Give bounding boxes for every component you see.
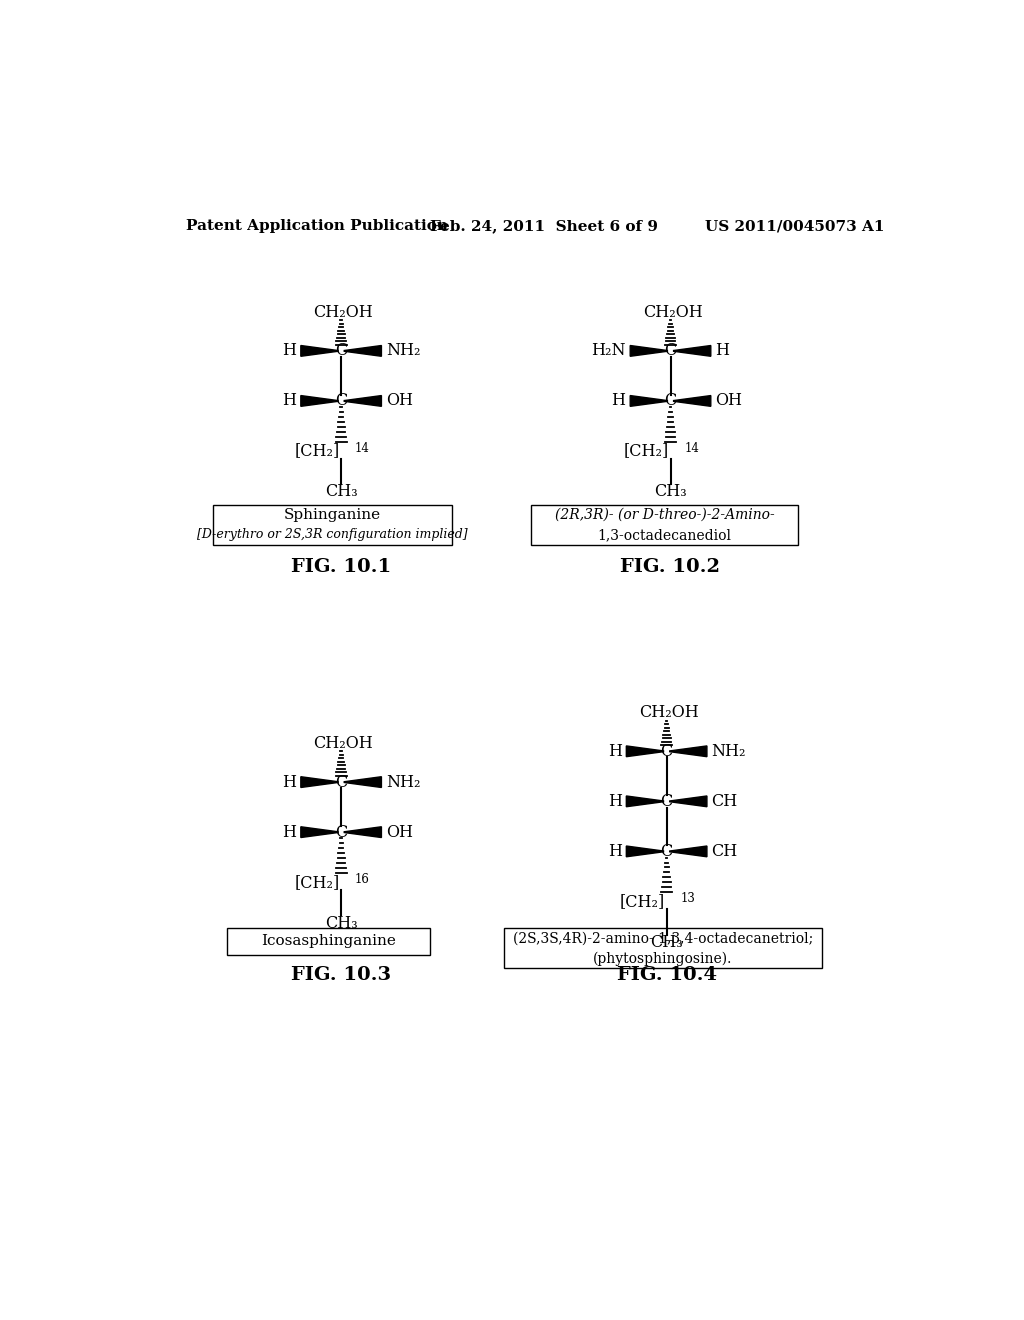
Text: (2S,3S,4R)-2-amino- 1,3,4-octadecanetriol;: (2S,3S,4R)-2-amino- 1,3,4-octadecanetrio…	[513, 932, 813, 945]
Bar	[213, 506, 452, 545]
Text: CH₃: CH₃	[650, 933, 683, 950]
Text: Icosasphinganine: Icosasphinganine	[261, 935, 396, 949]
Text: CH₂OH: CH₂OH	[313, 304, 374, 321]
Polygon shape	[627, 846, 664, 857]
Text: C: C	[660, 793, 673, 810]
Bar	[227, 928, 430, 954]
Text: H: H	[283, 774, 296, 791]
Text: C: C	[335, 824, 347, 841]
Text: FIG. 10.1: FIG. 10.1	[291, 557, 391, 576]
Text: H: H	[611, 392, 626, 409]
Text: H: H	[607, 743, 622, 760]
Text: [CH₂]: [CH₂]	[620, 892, 665, 909]
Text: CH: CH	[712, 843, 738, 859]
Polygon shape	[627, 746, 664, 756]
Text: CH₃: CH₃	[325, 483, 357, 500]
Polygon shape	[344, 826, 381, 838]
Bar	[504, 928, 821, 969]
Text: H: H	[283, 342, 296, 359]
Polygon shape	[670, 846, 707, 857]
Text: C: C	[335, 774, 347, 791]
Text: OH: OH	[386, 392, 413, 409]
Text: NH₂: NH₂	[712, 743, 746, 760]
Text: C: C	[665, 392, 677, 409]
Polygon shape	[627, 796, 664, 807]
Text: [D-erythro or 2S,3R configuration implied]: [D-erythro or 2S,3R configuration implie…	[198, 528, 468, 541]
Polygon shape	[674, 346, 711, 356]
Text: FIG. 10.4: FIG. 10.4	[616, 966, 717, 983]
Bar	[531, 506, 799, 545]
Text: OH: OH	[386, 824, 413, 841]
Text: C: C	[335, 392, 347, 409]
Polygon shape	[301, 826, 338, 838]
Polygon shape	[344, 776, 381, 788]
Text: Sphinganine: Sphinganine	[284, 508, 381, 521]
Text: H: H	[607, 843, 622, 859]
Text: NH₂: NH₂	[386, 342, 421, 359]
Text: CH₂OH: CH₂OH	[313, 735, 374, 752]
Text: OH: OH	[716, 392, 742, 409]
Text: H: H	[607, 793, 622, 810]
Text: CH₃: CH₃	[654, 483, 687, 500]
Text: 14: 14	[355, 442, 370, 455]
Text: C: C	[660, 843, 673, 859]
Text: C: C	[335, 342, 347, 359]
Polygon shape	[301, 776, 338, 788]
Polygon shape	[670, 796, 707, 807]
Polygon shape	[344, 346, 381, 356]
Text: C: C	[665, 342, 677, 359]
Polygon shape	[670, 746, 707, 756]
Text: (phytosphingosine).: (phytosphingosine).	[593, 952, 732, 966]
Polygon shape	[344, 396, 381, 407]
Text: NH₂: NH₂	[386, 774, 421, 791]
Text: Patent Application Publication: Patent Application Publication	[186, 219, 449, 234]
Polygon shape	[301, 396, 338, 407]
Text: H: H	[283, 824, 296, 841]
Text: CH₂OH: CH₂OH	[643, 304, 702, 321]
Text: 14: 14	[684, 442, 699, 455]
Text: Feb. 24, 2011  Sheet 6 of 9: Feb. 24, 2011 Sheet 6 of 9	[430, 219, 658, 234]
Text: CH₃: CH₃	[325, 915, 357, 932]
Text: 13: 13	[681, 892, 695, 906]
Text: [CH₂]: [CH₂]	[294, 442, 340, 459]
Text: CH: CH	[712, 793, 738, 810]
Text: 16: 16	[355, 873, 370, 886]
Text: H₂N: H₂N	[591, 342, 626, 359]
Text: FIG. 10.2: FIG. 10.2	[621, 557, 721, 576]
Polygon shape	[301, 346, 338, 356]
Text: 1,3-octadecanediol: 1,3-octadecanediol	[598, 528, 732, 543]
Text: C: C	[660, 743, 673, 760]
Polygon shape	[630, 346, 668, 356]
Text: FIG. 10.3: FIG. 10.3	[291, 966, 391, 983]
Text: H: H	[716, 342, 729, 359]
Text: [CH₂]: [CH₂]	[624, 442, 669, 459]
Text: H: H	[283, 392, 296, 409]
Text: [CH₂]: [CH₂]	[294, 874, 340, 891]
Polygon shape	[674, 396, 711, 407]
Text: US 2011/0045073 A1: US 2011/0045073 A1	[706, 219, 885, 234]
Text: CH₂OH: CH₂OH	[639, 705, 698, 721]
Polygon shape	[630, 396, 668, 407]
Text: (2R,3R)- (or D-threo-)-2-Amino-: (2R,3R)- (or D-threo-)-2-Amino-	[555, 508, 774, 521]
